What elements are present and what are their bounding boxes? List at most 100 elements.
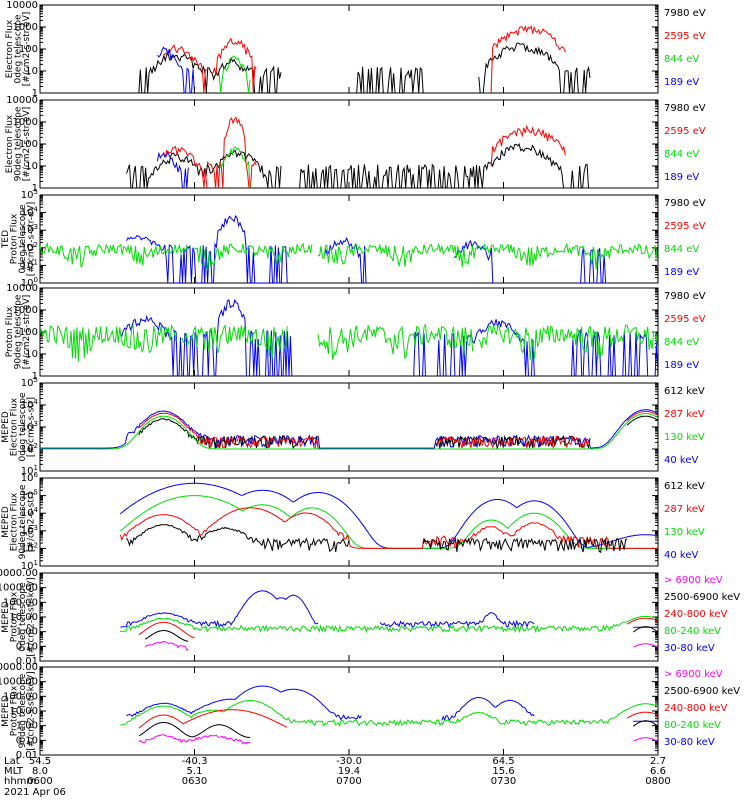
y-tick-label: 1000.00 — [0, 677, 38, 688]
y-tick-label: 0.10 — [16, 641, 38, 652]
y-tick-label: 1 — [32, 183, 38, 194]
series-red-line — [119, 507, 658, 550]
y-axis-label: Proton Flux — [10, 685, 20, 736]
legend-entry: 189 eV — [664, 77, 699, 88]
series-blue-line — [157, 46, 195, 93]
legend-entry: 2595 eV — [664, 314, 706, 325]
legend-entry: 2500-6900 keV — [664, 592, 740, 603]
series-magenta-line — [144, 641, 658, 651]
y-tick-label: 1.00 — [16, 721, 38, 732]
y-tick-label: 104 — [21, 206, 39, 219]
y-tick-label: 101 — [21, 464, 38, 477]
x-tick-label-mlt: 19.4 — [338, 766, 360, 777]
y-tick-label: 1.00 — [16, 627, 38, 638]
y-axis-label: [#/cm2-s-str-keV] — [27, 577, 37, 656]
y-tick-label: 104 — [21, 398, 39, 411]
y-tick-label: 100 — [19, 44, 38, 55]
y-tick-label: 10 — [25, 349, 38, 360]
series-blue-line — [156, 151, 189, 188]
x-tick-label-hhmm: 0600 — [27, 776, 52, 787]
legend-entry: 612 keV — [664, 481, 705, 492]
legend-entry: 844 eV — [664, 149, 699, 160]
series-black-line — [126, 524, 628, 553]
legend-entry: 189 eV — [664, 267, 699, 278]
y-axis-label: 0deg telescope — [18, 392, 28, 462]
y-axis-label: [#/cm2-s-str-eV] — [27, 202, 37, 277]
legend-entry: 189 eV — [664, 172, 699, 183]
y-tick-label: 100.00 — [3, 691, 38, 702]
legend-entry: 7980 eV — [664, 291, 706, 302]
panel-frame — [39, 572, 659, 662]
y-tick-label: 103 — [21, 524, 38, 537]
panel-frame — [39, 382, 659, 472]
y-tick-label: 1000 — [13, 22, 38, 33]
y-tick-label: 10000 — [6, 95, 38, 106]
y-tick-label: 0.01 — [16, 656, 38, 667]
date-label: 2021 Apr 06 — [4, 787, 66, 798]
y-tick-label: 0.10 — [16, 735, 38, 746]
legend-entry: 30-80 keV — [664, 643, 715, 654]
legend-entry: 7980 eV — [664, 103, 706, 114]
series-green-line — [120, 615, 658, 634]
y-tick-label: 105 — [21, 489, 38, 502]
series-green-line — [218, 55, 251, 93]
y-axis-label: Proton Flux — [10, 591, 20, 642]
x-tick-label-hhmm: 0630 — [182, 776, 207, 787]
y-axis-label: [#/cm2-s-str-eV] — [22, 107, 32, 182]
x-tick-label-mlt: 8.0 — [32, 766, 48, 777]
y-tick-label: 1000.00 — [0, 583, 38, 594]
legend-entry: 844 eV — [664, 54, 699, 65]
y-tick-label: 10000.00 — [0, 568, 38, 579]
series-green-line — [40, 413, 658, 450]
y-tick-label: 10.00 — [9, 706, 38, 717]
series-red-line — [138, 617, 658, 639]
legend-entry: 844 eV — [664, 244, 699, 255]
y-tick-label: 105 — [21, 188, 38, 201]
y-tick-label: 1 — [32, 88, 38, 99]
y-axis-label: 90deg telescope — [18, 484, 28, 559]
legend-entry: 80-240 keV — [664, 626, 721, 637]
series-green-line — [40, 323, 658, 362]
legend-entry: 2595 eV — [664, 126, 706, 137]
y-tick-label: 100 — [19, 327, 38, 338]
y-axis-label: MEPED — [1, 506, 11, 538]
y-axis-label: [#/cm2-s-str-eV] — [22, 295, 32, 370]
y-axis-label: MEPED — [1, 695, 11, 727]
series-red-line — [163, 116, 566, 188]
legend-entry: 7980 eV — [664, 8, 706, 19]
y-tick-label: 103 — [21, 223, 38, 236]
y-axis-label: 0deg telescope — [18, 582, 28, 652]
y-tick-label: 10000.00 — [0, 662, 38, 673]
series-red-line — [138, 709, 658, 729]
series-green-line — [120, 700, 658, 727]
y-tick-label: 10 — [25, 161, 38, 172]
legend-entry: 287 keV — [664, 504, 705, 515]
series-blue-line — [126, 685, 658, 722]
y-tick-label: 101 — [21, 559, 38, 572]
y-axis-label: [#/cm2-s-str-keV] — [27, 671, 37, 750]
legend-entry: 7980 eV — [664, 198, 706, 209]
series-blue-line — [120, 590, 658, 629]
panel-frame — [39, 99, 659, 189]
y-axis-label: 90deg telescope — [14, 106, 24, 181]
legend-entry: 2595 eV — [664, 31, 706, 42]
y-tick-label: 1000 — [13, 117, 38, 128]
x-tick-label-lat: -40.3 — [182, 756, 208, 767]
y-tick-label: 104 — [21, 506, 39, 519]
y-tick-label: 10000 — [6, 0, 38, 11]
series-red-line — [163, 24, 566, 93]
y-axis-label: Proton Flux — [5, 306, 15, 357]
legend-entry: > 6900 keV — [664, 669, 723, 680]
series-blue-line — [119, 298, 658, 376]
y-axis-label: Electron Flux — [5, 114, 15, 173]
panel-frame — [39, 666, 659, 756]
x-tick-label-mlt: 15.6 — [492, 766, 514, 777]
y-tick-label: 105 — [21, 376, 38, 389]
panel-frame — [39, 4, 659, 94]
series-red-line — [138, 410, 658, 450]
y-tick-label: 100 — [19, 139, 38, 150]
panel-8: 0.01 0.10 1.00 10.00 100.00 1000.00 10000.00 ME… — [0, 662, 740, 761]
